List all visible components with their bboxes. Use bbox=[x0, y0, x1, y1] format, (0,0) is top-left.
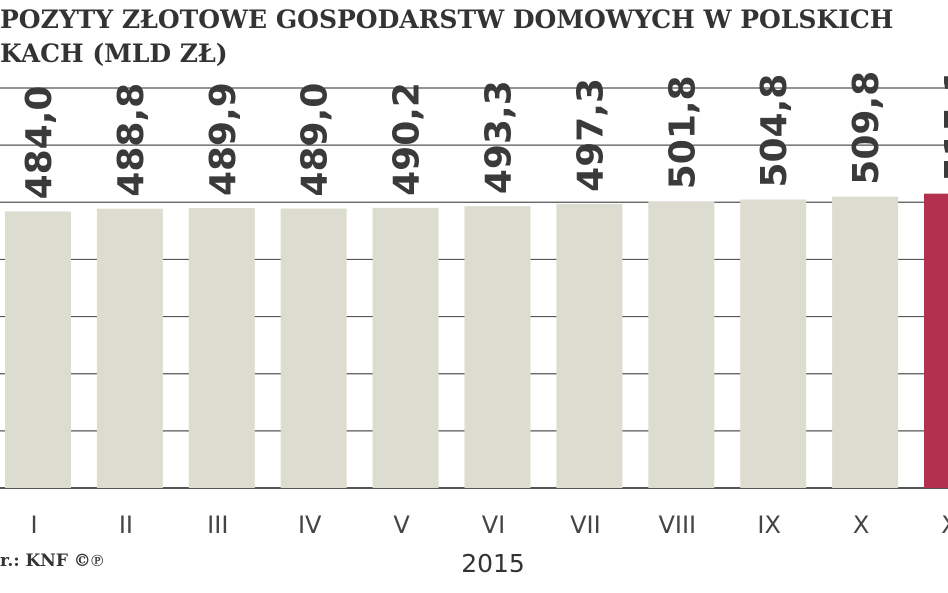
x-tick-label: III bbox=[207, 511, 228, 539]
bar bbox=[5, 211, 71, 488]
x-tick-label: VI bbox=[482, 511, 506, 539]
bar bbox=[372, 207, 439, 488]
bar bbox=[464, 206, 531, 488]
value-label: 509,8 bbox=[846, 71, 887, 185]
value-label: 489,9 bbox=[203, 82, 244, 196]
x-axis-label: 2015 bbox=[461, 549, 525, 578]
source: r.: KNF ©℗ bbox=[0, 551, 104, 571]
bar bbox=[648, 201, 715, 488]
bar bbox=[556, 203, 623, 489]
bar bbox=[832, 196, 899, 488]
x-tick-label: II bbox=[119, 511, 133, 539]
value-label: 515,1 bbox=[938, 68, 948, 182]
bar bbox=[280, 208, 347, 489]
bar bbox=[924, 193, 948, 488]
x-tick-label: VII bbox=[570, 511, 601, 539]
value-label: 484,0 bbox=[19, 86, 60, 200]
x-tick-label: IX bbox=[757, 511, 781, 539]
x-tick-label: XI bbox=[941, 511, 948, 539]
x-tick-label: VIII bbox=[658, 511, 696, 539]
value-label: 497,3 bbox=[570, 78, 611, 192]
x-tick-label: I bbox=[30, 511, 37, 539]
bar bbox=[740, 199, 807, 489]
x-tick-label: X bbox=[853, 511, 869, 539]
bar bbox=[96, 208, 163, 488]
x-tick-label: V bbox=[393, 511, 410, 539]
chart-subtitle: KACH (MLD ZŁ) bbox=[0, 39, 228, 68]
x-tick-label: IV bbox=[298, 511, 322, 539]
value-label: 488,8 bbox=[111, 83, 152, 197]
value-label: 501,8 bbox=[662, 75, 703, 189]
value-label: 489,0 bbox=[295, 83, 336, 197]
value-label: 504,8 bbox=[754, 74, 795, 188]
value-label: 490,2 bbox=[387, 82, 428, 196]
bar bbox=[188, 208, 255, 489]
value-label: 493,3 bbox=[479, 80, 520, 194]
chart-title: POZYTY ZŁOTOWE GOSPODARSTW DOMOWYCH W PO… bbox=[0, 5, 893, 34]
